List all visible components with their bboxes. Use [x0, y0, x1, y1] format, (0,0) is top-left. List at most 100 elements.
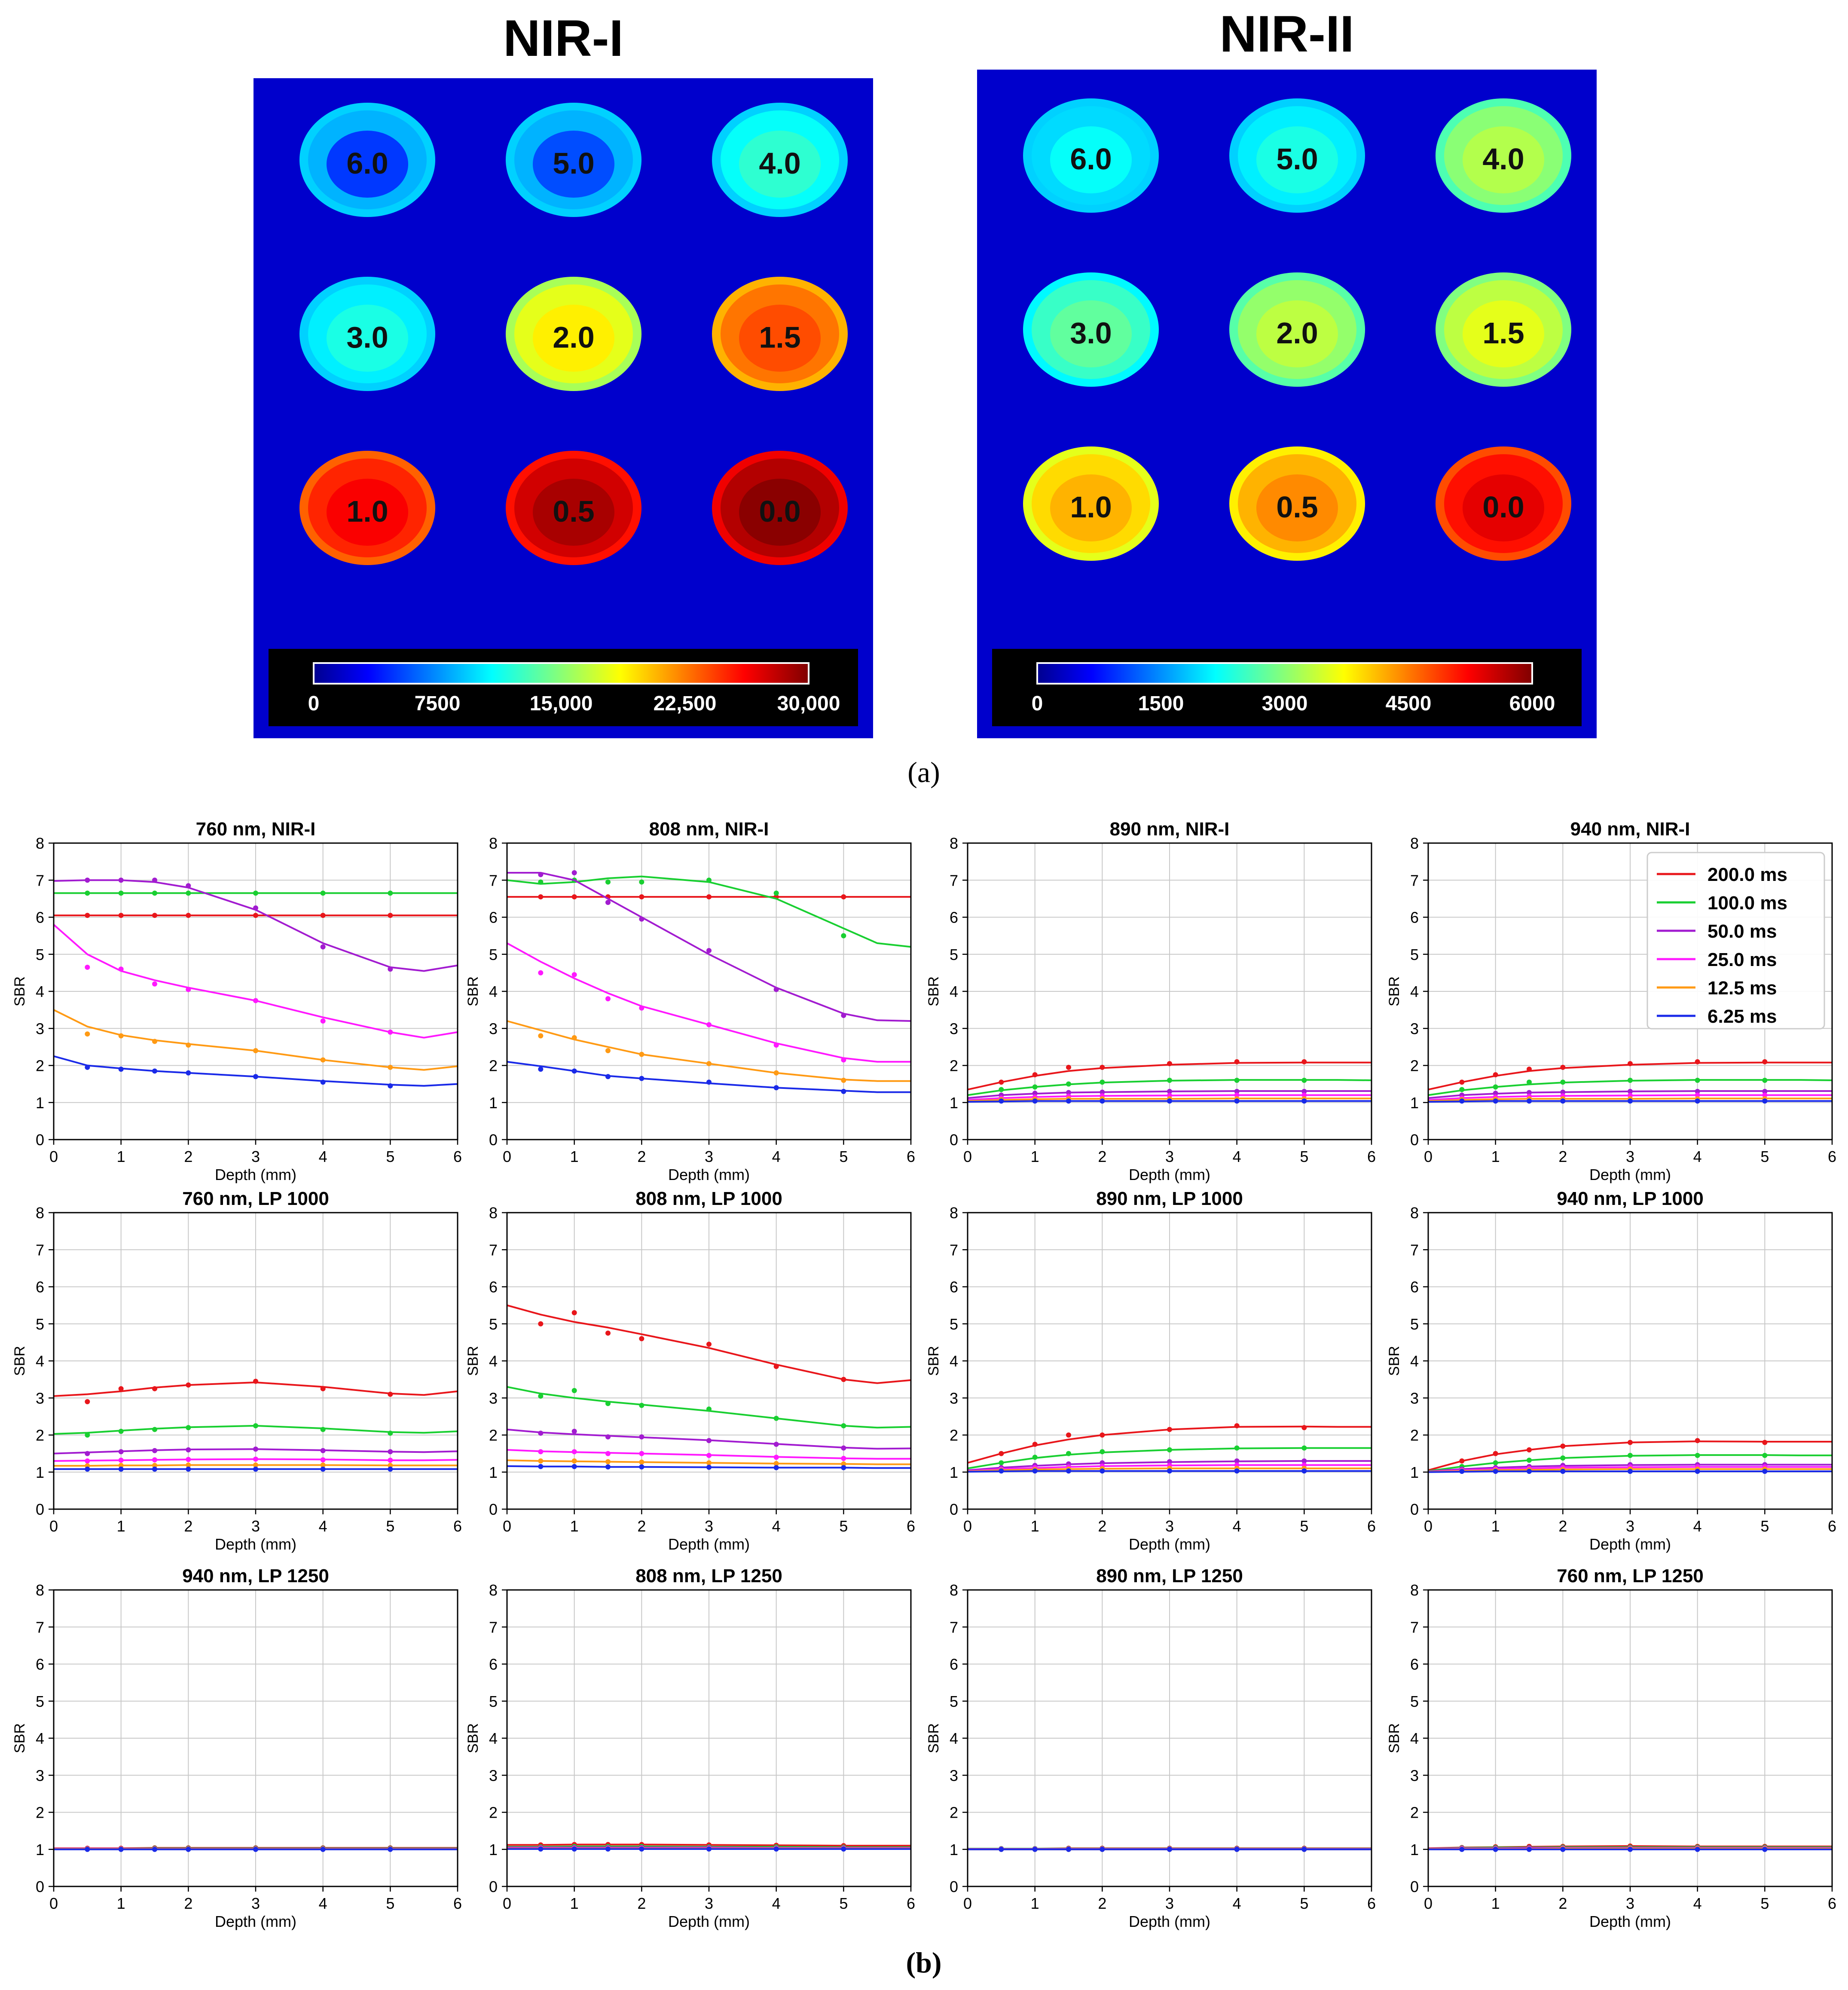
- y-tick-label: 5: [36, 1693, 44, 1710]
- series-50-0-ms: [507, 1428, 911, 1451]
- y-tick-label: 7: [489, 871, 498, 889]
- y-tick-label: 2: [489, 1427, 498, 1444]
- y-tick-label: 3: [36, 1389, 44, 1407]
- data-point: [1100, 1098, 1105, 1104]
- data-point: [773, 1455, 779, 1460]
- well-label: 0.0: [759, 495, 800, 528]
- data-point: [1459, 1087, 1465, 1092]
- colorbar-tick: 3000: [1262, 692, 1308, 715]
- series-6-25-ms: [507, 1846, 911, 1852]
- data-point: [538, 1846, 544, 1852]
- data-point: [538, 1449, 544, 1455]
- well-label: 4.0: [759, 147, 800, 180]
- data-point: [639, 1052, 645, 1057]
- series-line: [507, 872, 911, 1022]
- well-2.0: 2.0: [1229, 272, 1365, 387]
- data-point: [1066, 1098, 1071, 1104]
- data-point: [1066, 1081, 1071, 1087]
- data-point: [706, 1079, 712, 1085]
- data-point: [186, 987, 191, 992]
- data-point: [1100, 1079, 1105, 1085]
- x-tick-label: 3: [251, 1148, 260, 1165]
- series-100-0-ms: [53, 1423, 458, 1438]
- data-point: [1167, 1088, 1172, 1094]
- well-label: 6.0: [346, 147, 388, 180]
- data-point: [85, 1399, 90, 1404]
- data-point: [1695, 1059, 1700, 1064]
- subplot-2: 808 nm, NIR-I 0 1 2 3 4 5 6 0 1 2 3 4 5 6 7 8 Depth (mm) S…: [465, 819, 915, 1183]
- y-tick-label: 6: [950, 909, 958, 926]
- x-axis-label: Depth (mm): [668, 1913, 750, 1930]
- data-point: [605, 1074, 611, 1079]
- data-point: [253, 1446, 258, 1452]
- series-6-25-ms: [967, 1468, 1371, 1474]
- data-point: [538, 1033, 544, 1039]
- data-point: [706, 894, 712, 900]
- x-tick-label: 6: [907, 1148, 915, 1165]
- data-point: [152, 1386, 157, 1391]
- data-point: [639, 1336, 645, 1342]
- data-point: [320, 1457, 326, 1463]
- data-point: [1234, 1423, 1240, 1428]
- y-tick-label: 6: [36, 1656, 44, 1673]
- x-tick-label: 6: [1828, 1148, 1836, 1165]
- y-tick-label: 0: [1410, 1878, 1419, 1895]
- data-point: [1167, 1078, 1172, 1083]
- x-axis-label: Depth (mm): [215, 1535, 296, 1553]
- x-tick-label: 5: [839, 1517, 848, 1535]
- well-core: [327, 305, 408, 372]
- y-tick-label: 8: [489, 1581, 498, 1599]
- x-tick-label: 1: [1031, 1517, 1039, 1535]
- well-core: [327, 131, 408, 198]
- legend-entry: 200.0 ms: [1707, 864, 1787, 885]
- x-tick-label: 4: [1233, 1895, 1241, 1912]
- y-tick-label: 2: [489, 1057, 498, 1075]
- y-tick-label: 5: [489, 1693, 498, 1710]
- series-line: [967, 1100, 1371, 1103]
- data-point: [841, 1461, 846, 1467]
- well-0.0: 0.0: [1436, 446, 1571, 561]
- x-tick-label: 1: [1031, 1148, 1039, 1165]
- well-core: [533, 479, 614, 546]
- x-tick-label: 5: [1300, 1517, 1308, 1535]
- legend-entry: 50.0 ms: [1707, 921, 1777, 942]
- x-tick-label: 5: [386, 1517, 394, 1535]
- subplot-title: 940 nm, NIR-I: [1570, 819, 1690, 840]
- data-point: [1628, 1440, 1633, 1445]
- data-point: [118, 877, 124, 883]
- well-1.5: 1.5: [1436, 272, 1571, 387]
- well-core: [327, 479, 408, 546]
- well-label: 1.0: [1070, 490, 1112, 524]
- y-tick-label: 2: [489, 1804, 498, 1822]
- data-point: [605, 1451, 611, 1456]
- x-tick-label: 5: [386, 1895, 394, 1912]
- colorbar-gradient: [313, 662, 809, 685]
- well-core: [739, 479, 821, 546]
- y-tick-label: 4: [36, 983, 44, 1000]
- x-tick-label: 2: [637, 1517, 646, 1535]
- data-point: [320, 1018, 326, 1024]
- series-200-0-ms: [54, 913, 458, 918]
- data-point: [639, 1005, 645, 1011]
- y-tick-label: 0: [489, 1131, 498, 1149]
- data-point: [639, 1459, 645, 1465]
- data-point: [320, 1466, 326, 1472]
- data-point: [1301, 1059, 1307, 1064]
- data-point: [999, 1087, 1004, 1092]
- data-point: [639, 1464, 645, 1470]
- colorbar-gradient: [1036, 662, 1533, 685]
- y-tick-label: 4: [489, 1352, 498, 1370]
- y-tick-label: 0: [950, 1131, 958, 1149]
- x-tick-label: 1: [117, 1148, 125, 1165]
- colorbar-tick: 15,000: [530, 692, 593, 715]
- y-tick-label: 7: [1410, 871, 1419, 889]
- y-tick-label: 5: [36, 946, 44, 963]
- well-label: 2.0: [1276, 316, 1318, 350]
- well-core: [1256, 474, 1338, 541]
- data-point: [1527, 1447, 1532, 1452]
- data-point: [118, 1466, 124, 1472]
- series-line: [967, 1061, 1371, 1091]
- x-tick-label: 0: [503, 1517, 511, 1535]
- data-point: [999, 1079, 1004, 1085]
- data-point: [605, 1464, 611, 1470]
